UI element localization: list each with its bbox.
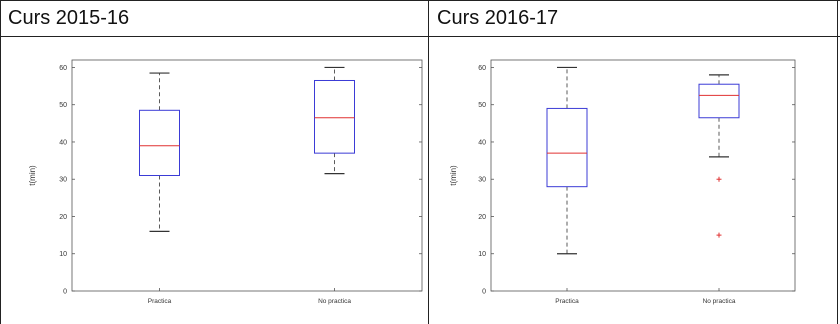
y-tick-label: 50 — [59, 102, 67, 109]
box-iqr — [139, 109, 180, 176]
y-tick-label: 60 — [59, 65, 67, 72]
y-tick-label: 10 — [478, 251, 486, 258]
x-tick-label: Practica — [555, 298, 579, 305]
y-axis-label: t(min) — [449, 165, 458, 186]
table-border-top — [0, 0, 840, 1]
y-tick-label: 50 — [478, 102, 486, 109]
plot-area-frame — [71, 59, 423, 292]
y-tick-label: 30 — [478, 177, 486, 184]
y-axis-label: t(min) — [28, 165, 37, 186]
y-tick-label: 0 — [482, 289, 486, 296]
y-tick-label: 30 — [59, 177, 67, 184]
boxplot-chart-2016-17: 0 10 20 30 40 50 60 t(min) Practica No practica — [449, 59, 796, 305]
x-tick-label: Practica — [148, 298, 172, 305]
y-tick-label: 20 — [59, 214, 67, 221]
x-tick-label: No practica — [703, 298, 736, 305]
plot-area-frame — [490, 59, 796, 292]
y-tick-label: 40 — [59, 139, 67, 146]
table-border-right — [837, 0, 838, 324]
boxplot-chart-2015-16: 0 10 20 30 40 50 60 t(min) Practica No practica — [28, 59, 423, 305]
y-tick-label: 20 — [478, 214, 486, 221]
header-cell-2015-16: Curs 2015-16 — [8, 7, 130, 29]
y-tick-label: 10 — [59, 251, 67, 258]
y-tick-label: 60 — [478, 65, 486, 72]
table-border-middle — [428, 0, 429, 324]
y-tick-label: 40 — [478, 139, 486, 146]
table-border-left — [0, 0, 1, 324]
x-tick-label: No practica — [318, 298, 351, 305]
box-iqr — [698, 83, 740, 119]
table-border-header — [0, 36, 840, 37]
y-tick-label: 0 — [63, 289, 67, 296]
box-iqr — [546, 107, 588, 188]
box-iqr — [314, 79, 355, 154]
header-cell-2016-17: Curs 2016-17 — [437, 7, 559, 29]
